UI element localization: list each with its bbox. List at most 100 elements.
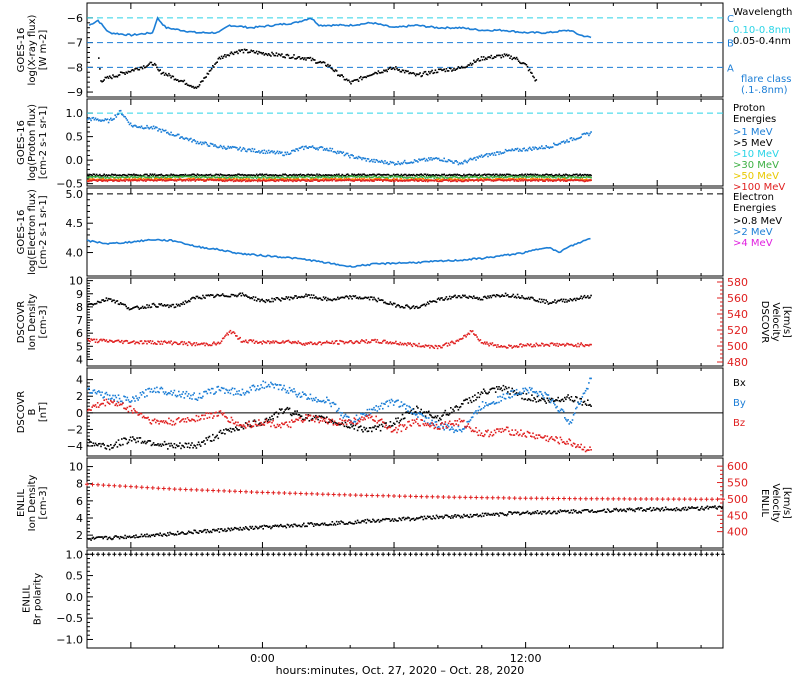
- data-point: [167, 179, 169, 182]
- y-tick-label: −2: [67, 423, 83, 436]
- data-point: [321, 416, 324, 418]
- data-point: [296, 148, 298, 150]
- data-point: [134, 400, 136, 402]
- data-point: [111, 401, 113, 403]
- data-point: [102, 174, 104, 177]
- data-point: [475, 410, 477, 412]
- data-point: [487, 176, 489, 178]
- data-point: [477, 338, 479, 341]
- data-point: [209, 176, 212, 179]
- data-point: [561, 409, 564, 411]
- data-point: [505, 294, 508, 297]
- data-point: [259, 51, 261, 54]
- data-point: [168, 178, 170, 180]
- data-point: [430, 176, 432, 179]
- data-point: [264, 176, 267, 178]
- data-point: [328, 178, 330, 181]
- data-point: [371, 176, 373, 178]
- data-point: [238, 148, 240, 150]
- series-dscovr_b-1: [87, 377, 592, 434]
- data-point: [157, 340, 159, 343]
- data-point: [113, 444, 115, 447]
- data-point: [447, 178, 450, 181]
- data-point: [382, 340, 384, 343]
- data-point: [137, 176, 139, 179]
- data-point: [373, 72, 375, 75]
- data-point: [150, 342, 153, 345]
- data-point: [201, 80, 203, 83]
- data-point: [146, 179, 148, 181]
- data-point: [238, 176, 240, 179]
- data-point: [292, 149, 294, 152]
- data-point: [273, 298, 275, 300]
- data-point: [539, 179, 542, 181]
- data-point: [502, 384, 505, 387]
- data-point: [485, 179, 487, 181]
- data-point: [264, 301, 267, 304]
- data-point: [528, 146, 531, 149]
- data-point: [136, 341, 138, 344]
- data-point: [556, 144, 558, 146]
- data-point: [136, 411, 138, 414]
- data-point: [289, 176, 292, 179]
- data-point: [412, 179, 415, 181]
- data-point: [272, 175, 274, 178]
- data-point: [113, 299, 115, 302]
- data-point: [212, 143, 214, 146]
- data-point: [199, 178, 202, 181]
- data-point: [394, 174, 396, 177]
- data-point: [155, 391, 157, 394]
- data-point: [118, 303, 121, 306]
- data-point: [520, 175, 522, 178]
- data-point: [339, 179, 341, 181]
- data-point: [231, 52, 234, 55]
- data-point: [248, 339, 250, 342]
- data-point: [301, 179, 304, 181]
- data-point: [105, 398, 108, 401]
- data-point: [276, 297, 279, 299]
- data-point: [368, 74, 371, 77]
- data-point: [480, 179, 483, 181]
- data-point: [379, 299, 382, 301]
- data-point: [378, 408, 381, 410]
- data-point: [365, 176, 368, 178]
- data-point: [454, 342, 456, 345]
- data-point: [142, 180, 145, 182]
- data-point: [490, 174, 493, 176]
- data-point: [135, 179, 137, 182]
- data-point: [538, 390, 541, 393]
- data-point: [568, 140, 570, 143]
- data-point: [507, 173, 509, 176]
- data-point: [228, 295, 231, 298]
- data-point: [562, 173, 565, 176]
- data-point: [203, 77, 205, 79]
- data-point: [160, 340, 163, 343]
- data-point: [399, 180, 402, 182]
- data-point: [525, 176, 528, 179]
- data-point: [248, 179, 250, 181]
- data-point: [332, 401, 335, 404]
- data-point: [127, 399, 130, 401]
- data-point: [527, 296, 530, 299]
- data-point: [321, 178, 324, 181]
- data-point: [224, 180, 226, 183]
- data-point: [494, 295, 497, 298]
- data-point: [101, 339, 103, 342]
- data-point: [467, 160, 470, 162]
- data-point: [312, 397, 315, 400]
- data-point: [366, 408, 369, 411]
- data-point: [270, 174, 272, 176]
- data-point: [213, 175, 215, 178]
- data-point: [368, 176, 371, 178]
- data-point: [589, 296, 591, 299]
- data-point: [301, 57, 304, 59]
- data-point: [583, 176, 586, 178]
- data-point: [493, 152, 496, 154]
- data-point: [357, 173, 360, 175]
- data-point: [193, 297, 195, 299]
- data-point: [511, 148, 513, 150]
- data-point: [403, 417, 406, 419]
- data-point: [571, 139, 574, 142]
- data-point: [301, 296, 304, 298]
- data-point: [269, 174, 271, 176]
